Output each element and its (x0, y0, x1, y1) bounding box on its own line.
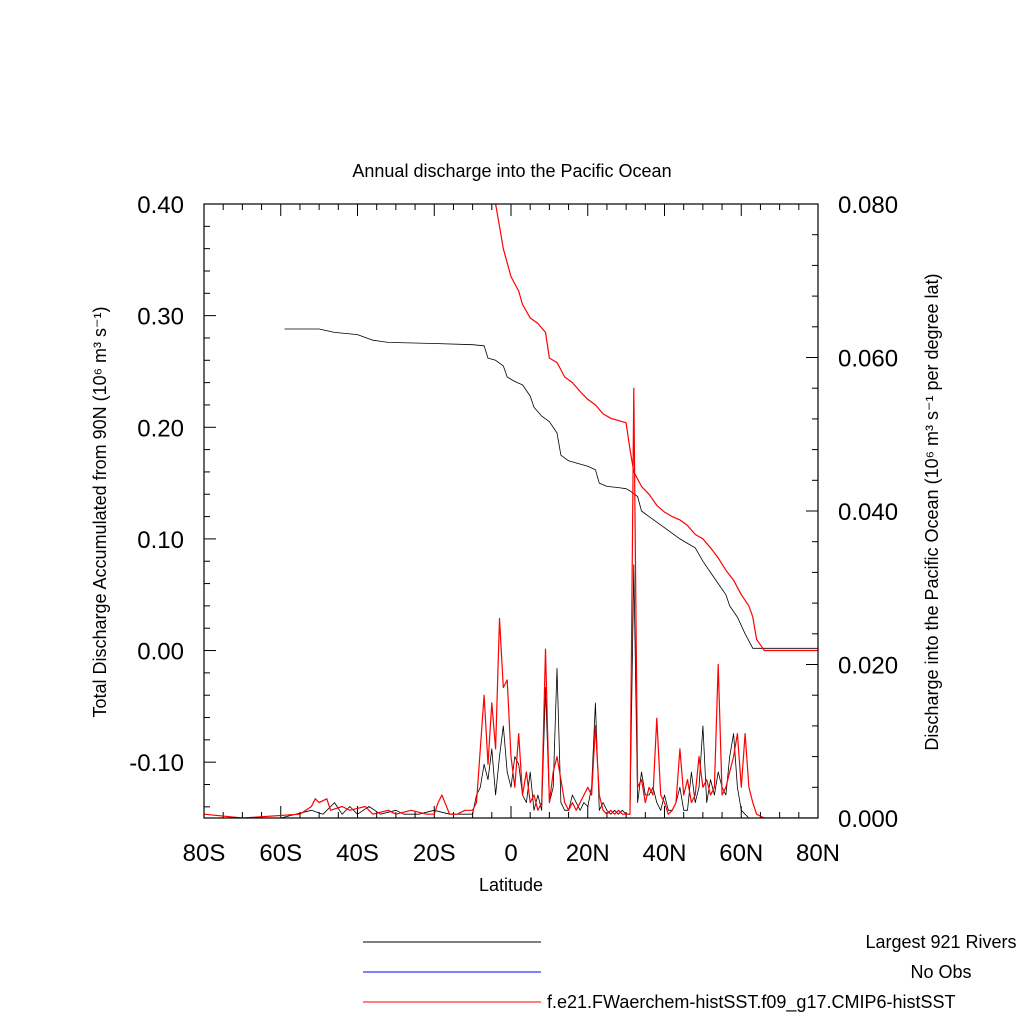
x-tick-label: 80N (796, 840, 840, 867)
y-left-tick-labels: 0.40 0.30 0.20 0.10 0.00 -0.10 (129, 192, 184, 777)
x-tick-label: 60N (719, 840, 763, 867)
series-layer (204, 204, 818, 818)
y-axis-right-label: Discharge into the Pacific Ocean (10⁶ m³… (922, 273, 942, 750)
y-right-tick-label: 0.000 (838, 806, 898, 833)
plot-frame (203, 203, 819, 819)
legend-label-0: Largest 921 Rivers (865, 932, 1016, 952)
series-line-2 (204, 564, 818, 818)
series-line-0 (284, 328, 818, 649)
legend-label-1: No Obs (910, 962, 971, 982)
series-line-3 (204, 387, 818, 818)
y-left-tick-label: 0.00 (137, 639, 184, 666)
chart-title: Annual discharge into the Pacific Ocean (352, 161, 671, 181)
series-line-1 (495, 204, 818, 652)
y-left-tick-label: 0.40 (137, 192, 184, 219)
y-right-tick-labels: 0.080 0.060 0.040 0.020 0.000 (838, 192, 898, 833)
x-tick-label: 80S (183, 840, 226, 867)
minor-ticks (204, 204, 818, 818)
major-ticks (203, 203, 819, 819)
x-tick-label: 40S (336, 840, 379, 867)
y-right-tick-label: 0.040 (838, 499, 898, 526)
y-left-tick-label: -0.10 (129, 750, 184, 777)
x-tick-label: 20N (566, 840, 610, 867)
y-right-tick-label: 0.060 (838, 346, 898, 373)
x-tick-label: 20S (413, 840, 456, 867)
x-tick-label: 0 (504, 840, 517, 867)
legend-label-2: f.e21.FWaerchem-histSST.f09_g17.CMIP6-hi… (547, 992, 956, 1013)
y-axis-left-label: Total Discharge Accumulated from 90N (10… (90, 306, 110, 717)
y-right-tick-label: 0.020 (838, 653, 898, 680)
y-left-tick-label: 0.10 (137, 527, 184, 554)
x-tick-label: 40N (642, 840, 686, 867)
y-left-tick-label: 0.20 (137, 415, 184, 442)
y-left-tick-label: 0.30 (137, 304, 184, 331)
x-tick-label: 60S (259, 840, 302, 867)
x-tick-labels: 80S 60S 40S 20S 0 20N 40N 60N 80N (183, 840, 840, 867)
y-right-tick-label: 0.080 (838, 192, 898, 219)
legend: Largest 921 Rivers No Obs f.e21.FWaerchem-… (363, 932, 1017, 1013)
x-axis-label: Latitude (479, 875, 543, 895)
